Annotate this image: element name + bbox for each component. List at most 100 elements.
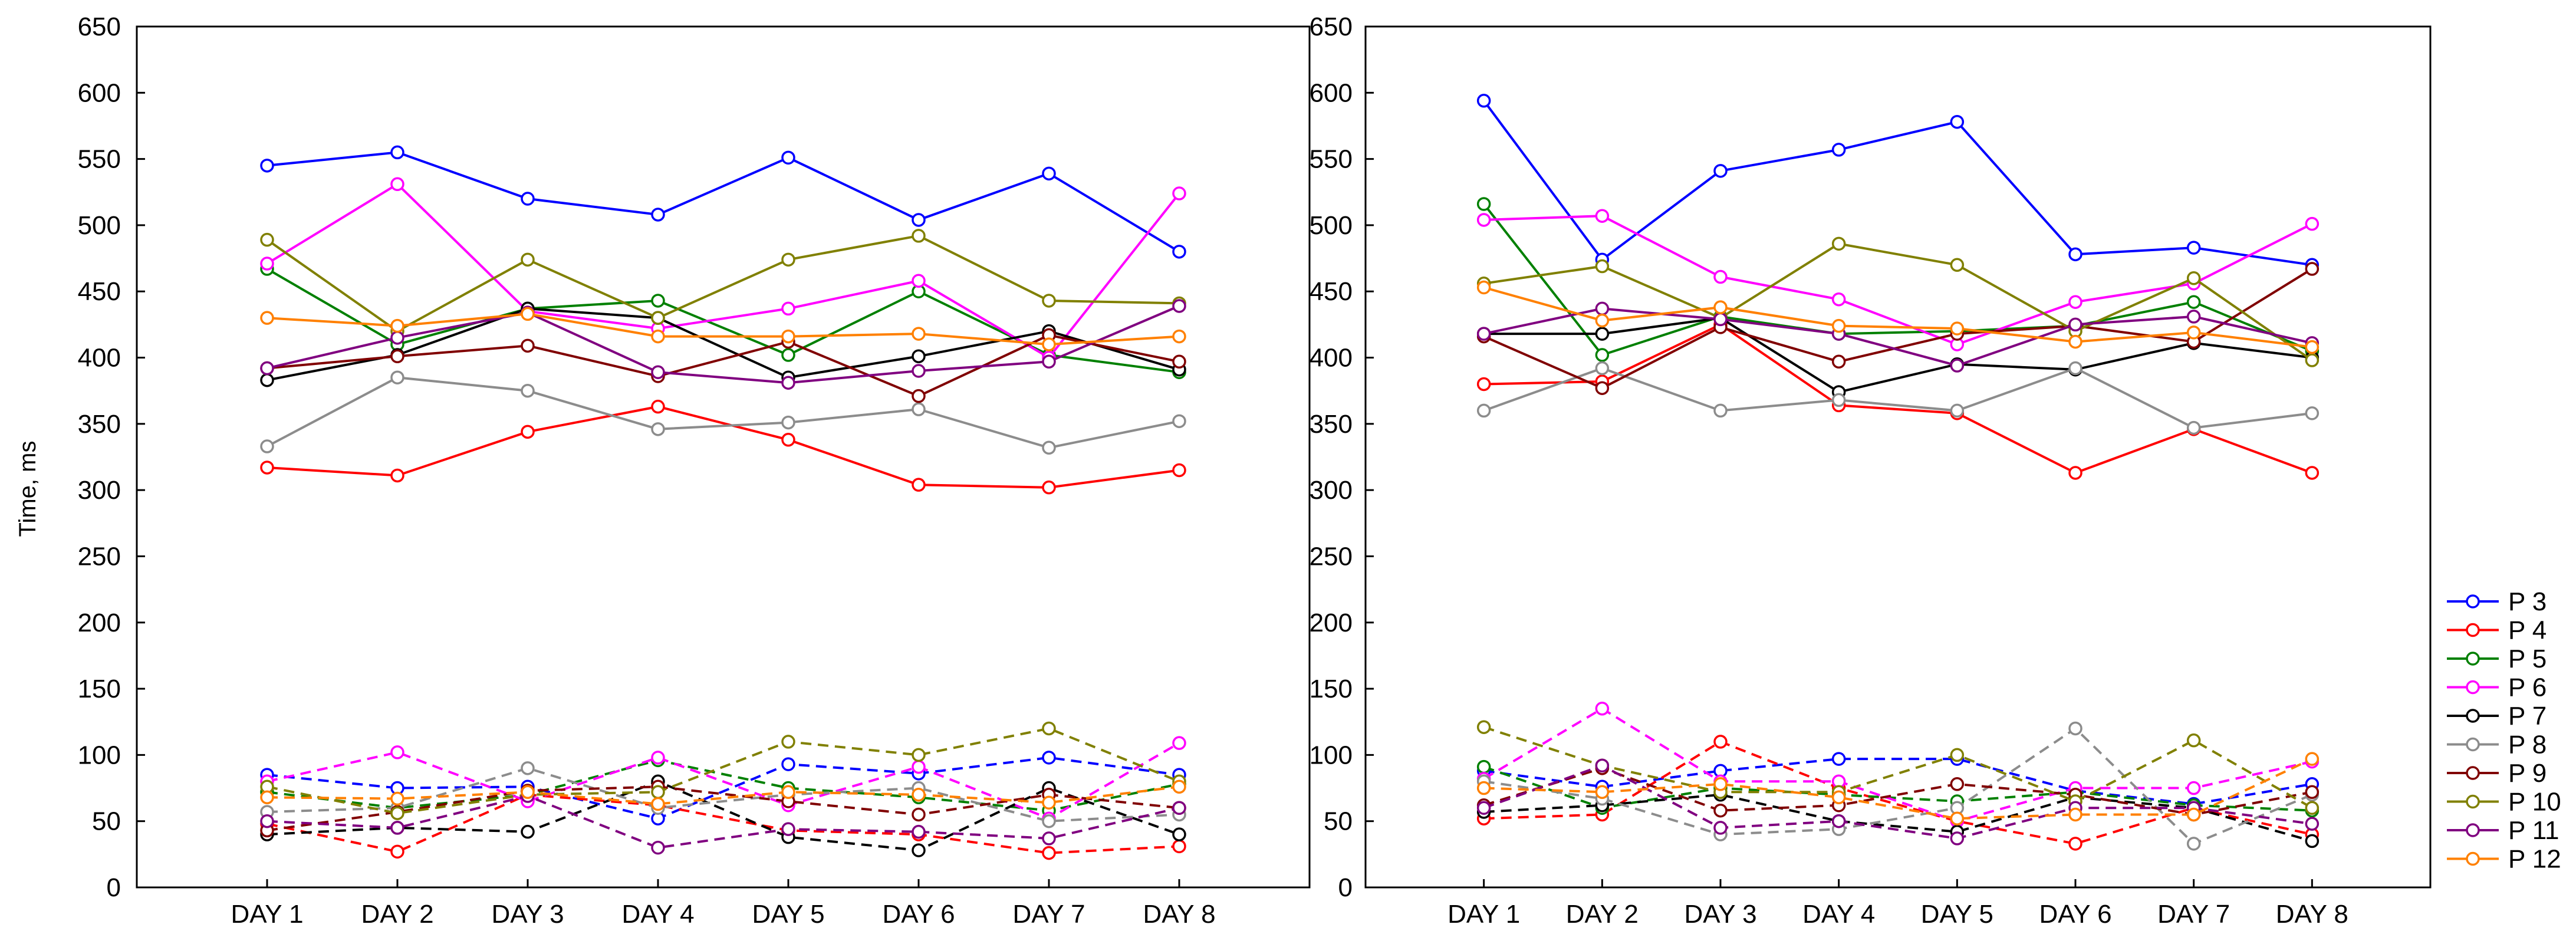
series-line-p3-solid bbox=[1483, 100, 2312, 267]
data-point-p12 bbox=[1476, 781, 1491, 795]
data-point-p6 bbox=[2186, 781, 2201, 795]
data-point-p11 bbox=[1172, 801, 1186, 815]
series-line-p6-dashed bbox=[1483, 707, 2312, 823]
data-point-p6 bbox=[2305, 216, 2320, 231]
data-point-p8 bbox=[1713, 403, 1728, 418]
y-tick-label: 600 bbox=[1310, 78, 1353, 107]
legend-item: P 8 bbox=[2447, 731, 2547, 759]
data-point-p9 bbox=[2305, 262, 2320, 276]
circle-marker-icon bbox=[2466, 737, 2480, 752]
data-point-p6 bbox=[912, 759, 926, 774]
data-point-p8 bbox=[1042, 440, 1056, 455]
series-line-p11-dashed bbox=[267, 794, 1180, 849]
data-point-p6 bbox=[651, 751, 665, 765]
data-point-p11 bbox=[1172, 299, 1186, 313]
data-point-p11 bbox=[2068, 317, 2082, 332]
data-point-p6 bbox=[781, 301, 795, 316]
data-point-p10 bbox=[260, 232, 274, 247]
series-line-p7-solid bbox=[1483, 317, 2312, 394]
data-point-p11 bbox=[260, 814, 274, 828]
series-line-p8-dashed bbox=[267, 767, 1180, 823]
x-tick-label: DAY 2 bbox=[1566, 900, 1639, 929]
series-line-p12-dashed bbox=[1483, 758, 2313, 820]
plot-frame bbox=[1364, 25, 2432, 889]
series-line-p7-solid bbox=[267, 307, 1180, 381]
data-point-p8 bbox=[781, 415, 795, 430]
data-point-p3 bbox=[781, 757, 795, 771]
data-point-p5 bbox=[2186, 295, 2201, 309]
data-point-p5 bbox=[1595, 348, 1610, 362]
series-line-p8-dashed bbox=[1483, 726, 2313, 846]
data-point-p12 bbox=[1042, 337, 1056, 351]
data-point-p9 bbox=[521, 338, 535, 353]
data-point-p12 bbox=[912, 327, 926, 341]
data-point-p8 bbox=[260, 439, 274, 453]
data-point-p9 bbox=[1595, 381, 1610, 395]
legend-item: P 11 bbox=[2447, 816, 2559, 845]
data-point-p3 bbox=[1042, 751, 1056, 765]
data-point-p8 bbox=[651, 422, 665, 436]
data-point-p3 bbox=[1713, 164, 1728, 178]
circle-marker-icon bbox=[2466, 794, 2480, 809]
y-tick-label: 250 bbox=[1310, 542, 1353, 571]
data-point-p3 bbox=[1831, 752, 1846, 766]
series-line-p12-solid bbox=[1483, 286, 2312, 348]
circle-marker-icon bbox=[2466, 594, 2480, 608]
data-point-p11 bbox=[651, 840, 665, 855]
legend-label: P 7 bbox=[2508, 702, 2547, 731]
data-point-p5 bbox=[1476, 197, 1491, 211]
x-tick-label: DAY 8 bbox=[2276, 900, 2348, 929]
data-point-p12 bbox=[2305, 340, 2320, 354]
data-point-p12 bbox=[651, 329, 665, 344]
legend-item: P 7 bbox=[2447, 702, 2547, 731]
x-tick-label: DAY 6 bbox=[882, 900, 955, 929]
data-point-p8 bbox=[2068, 361, 2082, 376]
data-point-p3 bbox=[1172, 245, 1186, 259]
data-point-p12 bbox=[2068, 807, 2082, 822]
data-point-p3 bbox=[651, 208, 665, 222]
data-point-p12 bbox=[521, 307, 535, 321]
data-point-p11 bbox=[781, 822, 795, 836]
circle-marker-icon bbox=[2466, 680, 2480, 695]
data-point-p9 bbox=[390, 349, 404, 364]
data-point-p11 bbox=[2186, 310, 2201, 324]
y-tick-label: 650 bbox=[1310, 12, 1353, 41]
y-tick-label: 500 bbox=[78, 211, 121, 240]
data-point-p6 bbox=[912, 274, 926, 288]
data-point-p8 bbox=[2305, 406, 2320, 420]
y-tick-label: 450 bbox=[78, 277, 121, 306]
data-point-p3 bbox=[390, 145, 404, 160]
data-point-p10 bbox=[1595, 259, 1610, 274]
data-point-p7 bbox=[521, 824, 535, 839]
data-point-p11 bbox=[1713, 821, 1728, 835]
data-point-p11 bbox=[1831, 814, 1846, 828]
data-point-p11 bbox=[390, 821, 404, 835]
data-point-p4 bbox=[1042, 846, 1056, 860]
data-point-p4 bbox=[781, 433, 795, 447]
data-point-p10 bbox=[2186, 271, 2201, 285]
data-point-p11 bbox=[1950, 831, 1965, 846]
x-tick-label: DAY 7 bbox=[2157, 900, 2230, 929]
circle-marker-icon bbox=[2466, 709, 2480, 723]
data-point-p12 bbox=[1831, 318, 1846, 333]
data-point-p11 bbox=[1950, 358, 1965, 373]
data-point-p12 bbox=[260, 311, 274, 325]
data-point-p3 bbox=[912, 213, 926, 227]
y-tick-label: 100 bbox=[78, 741, 121, 769]
circle-marker-icon bbox=[2466, 851, 2480, 866]
data-point-p4 bbox=[1713, 735, 1728, 749]
y-tick-label: 150 bbox=[78, 675, 121, 703]
y-tick-label: 450 bbox=[1310, 277, 1353, 306]
data-point-p10 bbox=[2305, 801, 2320, 815]
data-point-p4 bbox=[521, 425, 535, 439]
data-point-p10 bbox=[521, 252, 535, 267]
legend-item: P 4 bbox=[2447, 616, 2547, 645]
x-tick-label: DAY 5 bbox=[752, 900, 824, 929]
legend-item: P 12 bbox=[2447, 845, 2561, 874]
y-tick-label: 250 bbox=[78, 542, 121, 571]
data-point-p12 bbox=[1172, 329, 1186, 344]
data-point-p5 bbox=[781, 348, 795, 362]
data-point-p4 bbox=[2068, 466, 2082, 480]
series-line-p4-solid bbox=[1483, 323, 2312, 475]
data-point-p11 bbox=[1042, 831, 1056, 846]
